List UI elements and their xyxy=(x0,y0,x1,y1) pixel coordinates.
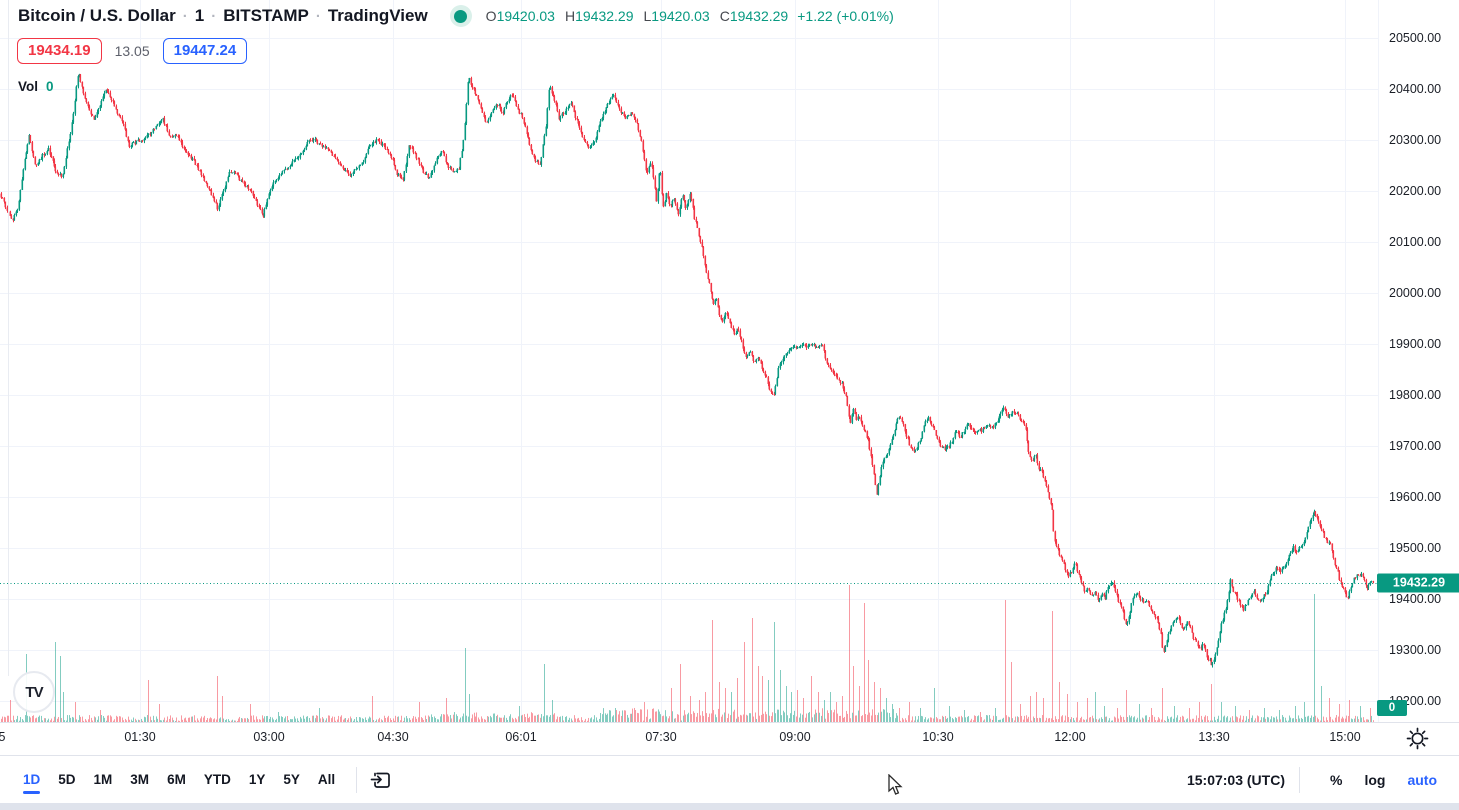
quote-row: 19434.19 13.05 19447.24 xyxy=(17,38,248,64)
range-button-all[interactable]: All xyxy=(317,772,336,787)
range-button-5y[interactable]: 5Y xyxy=(283,772,300,787)
log-scale-button[interactable]: log xyxy=(1364,771,1386,788)
spread-value: 13.05 xyxy=(114,43,150,59)
symbol-legend[interactable]: Bitcoin / U.S. Dollar · 1 · BITSTAMP · T… xyxy=(18,5,894,27)
price-axis-label: 19900.00 xyxy=(1389,337,1442,351)
provider-label[interactable]: TradingView xyxy=(327,6,428,25)
pane-divider xyxy=(8,0,9,676)
time-axis[interactable]: 5 01:30 03:00 04:30 06:01 07:30 09:00 10:30 12:0… xyxy=(0,723,1459,755)
bottom-toolbar: 1D 5D 1M 3M 6M YTD 1Y 5Y All 15:07:03 (UTC) % lo… xyxy=(0,756,1459,803)
chart-canvas[interactable] xyxy=(0,0,1378,722)
market-status-icon[interactable] xyxy=(449,5,472,27)
symbol-title[interactable]: Bitcoin / U.S. Dollar xyxy=(18,6,176,25)
date-range-buttons: 1D 5D 1M 3M 6M YTD 1Y 5Y All xyxy=(14,764,344,795)
close-value: 19432.29 xyxy=(729,8,789,24)
volume-label: Vol xyxy=(18,79,38,94)
time-axis-label: 09:00 xyxy=(779,730,811,744)
price-axis-label: 20500.00 xyxy=(1389,31,1442,45)
time-axis-label: 5 xyxy=(0,730,6,744)
volume-value: 0 xyxy=(46,79,54,94)
time-axis-label: 04:30 xyxy=(377,730,409,744)
toolbar-separator xyxy=(356,766,358,793)
range-button-5d[interactable]: 5D xyxy=(58,772,76,787)
price-axis[interactable]: 20500.00 20400.00 20300.00 20200.00 20100.00… xyxy=(1377,0,1459,722)
volume-axis-tag: 0 xyxy=(1377,700,1407,716)
price-axis-label: 19400.00 xyxy=(1389,592,1442,606)
time-axis-label: 12:00 xyxy=(1054,730,1086,744)
axis-divider xyxy=(0,722,1459,723)
exchange-label[interactable]: BITSTAMP xyxy=(223,6,309,25)
separator-dot: · xyxy=(182,7,188,25)
price-axis-label: 20300.00 xyxy=(1389,133,1442,147)
open-label: O xyxy=(485,8,497,24)
interval-label[interactable]: 1 xyxy=(194,6,205,25)
time-axis-label: 01:30 xyxy=(124,730,156,744)
open-value: 19420.03 xyxy=(496,8,555,24)
ask-button[interactable]: 19447.24 xyxy=(162,38,248,64)
separator-dot: · xyxy=(211,7,217,25)
tradingview-logo-glyph: TV xyxy=(25,683,43,701)
price-axis-label: 19300.00 xyxy=(1389,643,1442,657)
time-axis-label: 06:01 xyxy=(505,730,537,744)
time-axis-label: 13:30 xyxy=(1198,730,1230,744)
range-button-1d[interactable]: 1D xyxy=(14,764,49,795)
time-axis-label: 03:00 xyxy=(253,730,285,744)
auto-scale-button[interactable]: auto xyxy=(1407,771,1437,788)
price-axis-label: 19600.00 xyxy=(1389,490,1442,504)
range-button-1m[interactable]: 1M xyxy=(93,772,113,787)
price-axis-label: 20200.00 xyxy=(1389,184,1442,198)
range-button-6m[interactable]: 6M xyxy=(167,772,186,787)
go-to-date-icon[interactable] xyxy=(369,767,395,793)
price-axis-label: 20000.00 xyxy=(1389,286,1442,300)
toolbar-separator xyxy=(1298,766,1300,793)
high-label: H xyxy=(564,8,576,24)
close-label: C xyxy=(719,8,730,24)
range-button-3m[interactable]: 3M xyxy=(130,772,150,787)
time-axis-label: 10:30 xyxy=(922,730,954,744)
change-value: +1.22 (+0.01%) xyxy=(797,8,894,24)
low-value: 19420.03 xyxy=(651,8,710,24)
price-axis-label: 20100.00 xyxy=(1389,235,1442,249)
ohlc-readout: O 19420.03 H 19432.29 L 19420.03 C 19432.29 … xyxy=(486,8,894,24)
time-axis-label: 07:30 xyxy=(645,730,677,744)
tradingview-logo[interactable]: TV xyxy=(13,671,55,713)
volume-legend[interactable]: Vol 0 xyxy=(18,79,54,94)
separator-dot: · xyxy=(315,7,321,25)
price-axis-label: 19700.00 xyxy=(1389,439,1442,453)
range-button-1y[interactable]: 1Y xyxy=(248,772,266,787)
last-price-tag: 19432.29 xyxy=(1377,573,1459,593)
bid-button[interactable]: 19434.19 xyxy=(17,38,102,64)
time-axis-label: 15:00 xyxy=(1329,730,1361,744)
low-label: L xyxy=(643,8,652,24)
price-axis-label: 20400.00 xyxy=(1389,82,1442,96)
timezone-gear-icon[interactable] xyxy=(1404,725,1431,752)
range-button-ytd[interactable]: YTD xyxy=(203,772,231,787)
market-status-core xyxy=(454,9,468,23)
clock-button[interactable]: 15:07:03 (UTC) xyxy=(1186,771,1285,788)
toolbar-right: 15:07:03 (UTC) % log auto xyxy=(1186,766,1443,793)
percent-scale-button[interactable]: % xyxy=(1329,771,1343,788)
toolbar-divider xyxy=(0,755,1459,756)
bottom-strip xyxy=(0,803,1459,810)
price-axis-label: 19800.00 xyxy=(1389,388,1442,402)
price-axis-label: 19500.00 xyxy=(1389,541,1442,555)
high-value: 19432.29 xyxy=(575,8,634,24)
